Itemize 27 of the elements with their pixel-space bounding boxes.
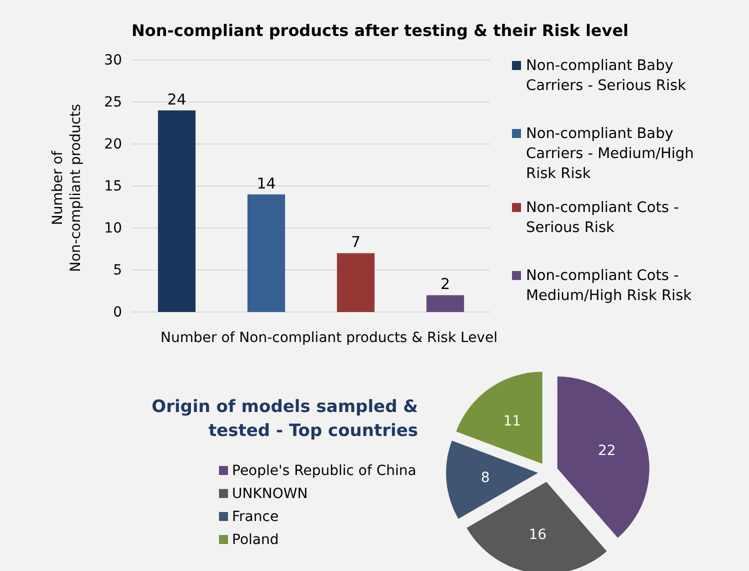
y-tick-label: 25 (104, 94, 122, 110)
data-label: 7 (350, 233, 361, 252)
data-label: 22 (598, 442, 616, 459)
chart-title: Non-compliant products after testing & their Risk level (131, 21, 629, 40)
legend-label: Non-compliant Baby Carriers - Medium/High Risk Risk (526, 126, 694, 182)
text: Origin of models sampled & tested - Top countries (152, 397, 418, 441)
legend-label: Non-compliant Cots - Serious Risk (526, 200, 679, 236)
legend-label: UNKNOWN (232, 486, 308, 502)
legend-label: Non-compliant Baby Carriers - Serious Risk (526, 58, 687, 94)
legend-label: Non-compliant Cots - Medium/High Risk Risk (526, 268, 692, 304)
y-tick-label: 15 (104, 178, 122, 194)
data-label: 8 (480, 470, 490, 486)
data-label: 24 (167, 90, 186, 108)
data-label: 16 (528, 527, 547, 544)
legend-label: France (232, 509, 279, 525)
data-label: 2 (440, 275, 450, 294)
data-label: 14 (256, 174, 276, 192)
legend-label: Poland (232, 532, 279, 548)
legend-label: People's Republic of China (232, 463, 416, 479)
y-tick-label: 30 (104, 52, 122, 68)
x-axis-title: Number of Non-compliant products & Risk Level (160, 330, 498, 346)
y-tick-label: 10 (104, 220, 122, 236)
data-label: 11 (503, 413, 522, 430)
y-axis-title: Number of Non-compliant products (50, 104, 84, 272)
y-tick-label: 0 (113, 304, 122, 320)
y-tick-label: 5 (113, 262, 122, 278)
y-tick-label: 20 (104, 136, 122, 152)
